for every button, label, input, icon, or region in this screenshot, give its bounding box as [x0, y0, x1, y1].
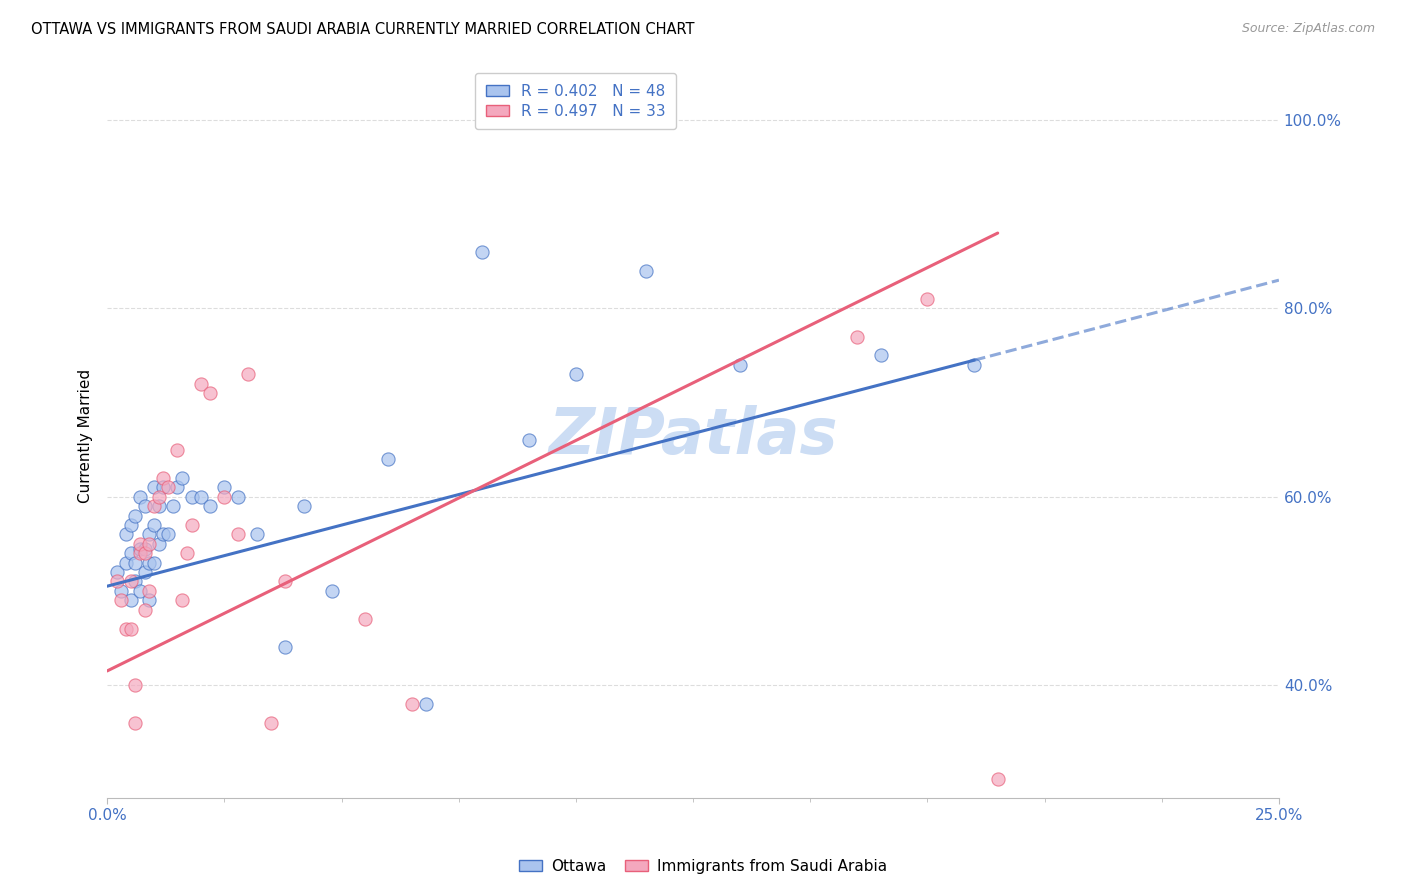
- Point: [354, 612, 377, 626]
- Point: [110, 593, 132, 607]
- Point: [236, 368, 259, 382]
- Point: [143, 480, 166, 494]
- Point: [138, 527, 160, 541]
- Point: [246, 527, 269, 541]
- Point: [143, 518, 166, 533]
- Point: [143, 499, 166, 513]
- Point: [148, 490, 170, 504]
- Text: OTTAWA VS IMMIGRANTS FROM SAUDI ARABIA CURRENTLY MARRIED CORRELATION CHART: OTTAWA VS IMMIGRANTS FROM SAUDI ARABIA C…: [31, 22, 695, 37]
- Point: [129, 537, 152, 551]
- Point: [200, 386, 222, 401]
- Point: [415, 697, 437, 711]
- Point: [190, 490, 212, 504]
- Text: ZIPatlas: ZIPatlas: [548, 404, 838, 467]
- Point: [321, 583, 343, 598]
- Point: [214, 480, 236, 494]
- Point: [105, 574, 128, 589]
- Point: [124, 556, 146, 570]
- Point: [214, 490, 236, 504]
- Point: [987, 772, 1010, 787]
- Point: [471, 244, 494, 259]
- Point: [172, 593, 194, 607]
- Point: [129, 583, 152, 598]
- Point: [162, 499, 184, 513]
- Point: [148, 499, 170, 513]
- Point: [274, 640, 297, 655]
- Point: [124, 678, 146, 692]
- Text: Source: ZipAtlas.com: Source: ZipAtlas.com: [1241, 22, 1375, 36]
- Point: [110, 583, 132, 598]
- Point: [115, 556, 138, 570]
- Point: [129, 546, 152, 560]
- Point: [152, 527, 174, 541]
- Point: [292, 499, 315, 513]
- Point: [228, 490, 250, 504]
- Point: [134, 565, 156, 579]
- Point: [129, 490, 152, 504]
- Point: [274, 574, 297, 589]
- Point: [134, 546, 156, 560]
- Point: [377, 452, 399, 467]
- Point: [115, 622, 138, 636]
- Point: [120, 574, 142, 589]
- Y-axis label: Currently Married: Currently Married: [79, 368, 93, 502]
- Point: [152, 471, 174, 485]
- Point: [124, 715, 146, 730]
- Point: [166, 480, 188, 494]
- Point: [115, 527, 138, 541]
- Point: [138, 583, 160, 598]
- Point: [172, 471, 194, 485]
- Legend: Ottawa, Immigrants from Saudi Arabia: Ottawa, Immigrants from Saudi Arabia: [513, 853, 893, 880]
- Point: [728, 358, 751, 372]
- Point: [120, 622, 142, 636]
- Point: [105, 565, 128, 579]
- Point: [200, 499, 222, 513]
- Point: [963, 358, 986, 372]
- Point: [869, 349, 891, 363]
- Point: [190, 376, 212, 391]
- Point: [260, 715, 283, 730]
- Point: [138, 537, 160, 551]
- Point: [138, 593, 160, 607]
- Point: [138, 556, 160, 570]
- Point: [120, 546, 142, 560]
- Point: [120, 518, 142, 533]
- Point: [143, 556, 166, 570]
- Point: [148, 537, 170, 551]
- Point: [152, 480, 174, 494]
- Point: [124, 508, 146, 523]
- Point: [176, 546, 198, 560]
- Point: [401, 697, 423, 711]
- Point: [565, 368, 588, 382]
- Point: [517, 434, 540, 448]
- Point: [846, 329, 869, 343]
- Point: [134, 499, 156, 513]
- Point: [129, 541, 152, 556]
- Point: [636, 264, 658, 278]
- Point: [917, 292, 939, 306]
- Point: [120, 593, 142, 607]
- Point: [134, 541, 156, 556]
- Point: [228, 527, 250, 541]
- Point: [157, 527, 180, 541]
- Point: [180, 490, 202, 504]
- Point: [134, 603, 156, 617]
- Point: [124, 574, 146, 589]
- Point: [180, 518, 202, 533]
- Legend: R = 0.402   N = 48, R = 0.497   N = 33: R = 0.402 N = 48, R = 0.497 N = 33: [475, 73, 676, 129]
- Point: [157, 480, 180, 494]
- Point: [166, 442, 188, 457]
